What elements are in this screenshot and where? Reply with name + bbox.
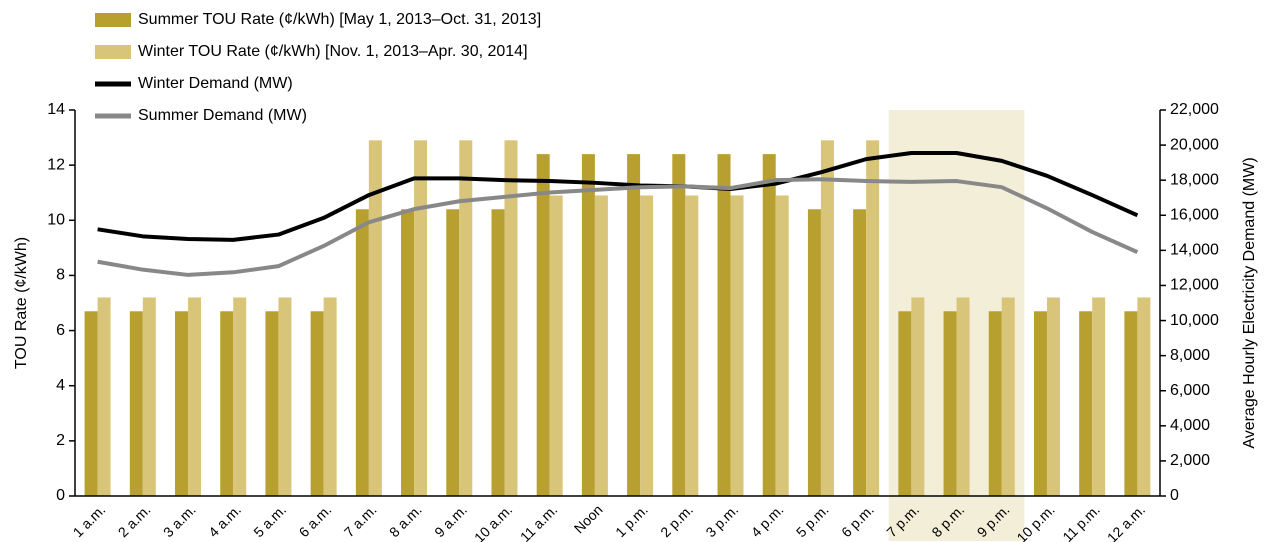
- y2-tick-label: 20,000: [1170, 136, 1219, 153]
- bar: [853, 209, 867, 496]
- bar: [459, 140, 473, 497]
- bar: [866, 140, 880, 497]
- y-axis-title: TOU Rate (¢/kWh): [13, 237, 30, 369]
- legend-label: Summer Demand (MW): [138, 107, 307, 124]
- bar: [188, 297, 202, 496]
- bar: [233, 297, 247, 496]
- y2-tick-label: 12,000: [1170, 277, 1219, 294]
- bar: [368, 140, 382, 497]
- legend-label: Summer TOU Rate (¢/kWh) [May 1, 2013–Oct…: [138, 11, 541, 28]
- legend-label: Winter Demand (MW): [138, 75, 293, 92]
- y-tick-label: 12: [47, 156, 65, 173]
- bar: [717, 154, 731, 496]
- bar: [820, 140, 834, 497]
- y2-tick-label: 14,000: [1170, 242, 1219, 259]
- bar: [1137, 297, 1151, 496]
- bar: [310, 311, 324, 496]
- bar: [640, 195, 654, 496]
- y2-tick-label: 10,000: [1170, 312, 1219, 329]
- bar: [1124, 311, 1138, 496]
- bar: [265, 311, 279, 496]
- bar: [220, 311, 234, 496]
- line: [97, 177, 1139, 277]
- y-tick-label: 2: [56, 432, 65, 449]
- y2-tick-label: 8,000: [1170, 347, 1210, 364]
- bar: [943, 311, 957, 496]
- y2-tick-label: 0: [1170, 487, 1179, 504]
- bar: [401, 209, 415, 496]
- y-tick-label: 14: [47, 101, 65, 118]
- bar: [911, 297, 925, 496]
- bar: [129, 311, 143, 496]
- y-tick-label: 8: [56, 267, 65, 284]
- bar: [1001, 297, 1015, 496]
- bar: [414, 140, 428, 497]
- bar: [627, 154, 641, 496]
- y2-axis-title: Average Hourly Electricity Demand (MW): [1241, 157, 1258, 448]
- bar: [549, 195, 563, 496]
- bar: [1033, 311, 1047, 496]
- bar: [491, 209, 505, 496]
- bar: [278, 297, 292, 496]
- bar: [1092, 297, 1106, 496]
- bar: [762, 154, 776, 496]
- bar: [323, 297, 337, 496]
- bar: [672, 154, 686, 496]
- bar: [1079, 311, 1093, 496]
- bar: [355, 209, 369, 496]
- y2-tick-label: 16,000: [1170, 206, 1219, 223]
- y-tick-label: 0: [56, 487, 65, 504]
- bar: [956, 297, 970, 496]
- y2-tick-label: 2,000: [1170, 452, 1210, 469]
- legend-swatch: [95, 45, 131, 59]
- bar: [142, 297, 156, 496]
- bar: [898, 311, 912, 496]
- bar: [175, 311, 189, 496]
- line: [97, 150, 1139, 242]
- legend-label: Winter TOU Rate (¢/kWh) [Nov. 1, 2013–Ap…: [138, 43, 528, 60]
- bar: [97, 297, 111, 496]
- y-tick-label: 6: [56, 322, 65, 339]
- bar: [446, 209, 460, 496]
- y2-tick-label: 4,000: [1170, 417, 1210, 434]
- bar: [988, 311, 1002, 496]
- bar: [775, 195, 789, 496]
- y-tick-label: 10: [47, 212, 65, 229]
- bar: [685, 195, 699, 496]
- bar: [730, 195, 744, 496]
- bar: [1046, 297, 1060, 496]
- legend-swatch: [95, 13, 131, 27]
- y2-tick-label: 6,000: [1170, 382, 1210, 399]
- y-tick-label: 4: [56, 377, 65, 394]
- bar: [536, 154, 550, 496]
- y2-tick-label: 18,000: [1170, 171, 1219, 188]
- bar: [504, 140, 518, 497]
- bar: [807, 209, 821, 496]
- y2-tick-label: 22,000: [1170, 101, 1219, 118]
- bar: [594, 195, 608, 496]
- bar: [84, 311, 98, 496]
- bar: [581, 154, 595, 496]
